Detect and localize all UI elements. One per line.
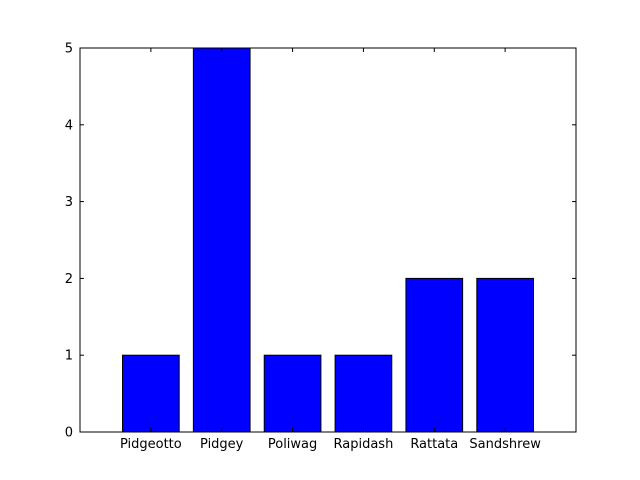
y-tick-label: 3 <box>65 195 73 210</box>
y-tick-label: 4 <box>65 118 73 133</box>
bar-rapidash <box>334 354 393 433</box>
x-category-label-rattata: Rattata <box>410 437 458 452</box>
y-tick-label: 0 <box>65 426 73 441</box>
bar-pidgeotto <box>122 354 180 433</box>
y-tick-label: 1 <box>65 349 73 364</box>
y-tick-label: 2 <box>65 272 73 287</box>
bars-layer <box>122 47 534 433</box>
x-category-label-pidgeotto: Pidgeotto <box>120 437 182 452</box>
x-category-label-rapidash: Rapidash <box>334 437 394 452</box>
bar-pidgey <box>192 47 251 433</box>
x-category-label-sandshrew: Sandshrew <box>469 437 541 452</box>
bar-sandshrew <box>476 277 534 433</box>
bar-rattata <box>405 277 464 433</box>
y-tick-label: 5 <box>65 42 73 57</box>
labels-layer: 0 1 2 3 4 5 Pidgeotto Pidgey Poliwag Rapidash Ratt… <box>65 42 541 453</box>
ticks-layer <box>80 47 576 433</box>
x-category-label-poliwag: Poliwag <box>268 437 317 452</box>
bar-poliwag <box>263 354 322 433</box>
plot-area-frame <box>79 47 577 433</box>
x-category-label-pidgey: Pidgey <box>200 437 244 452</box>
